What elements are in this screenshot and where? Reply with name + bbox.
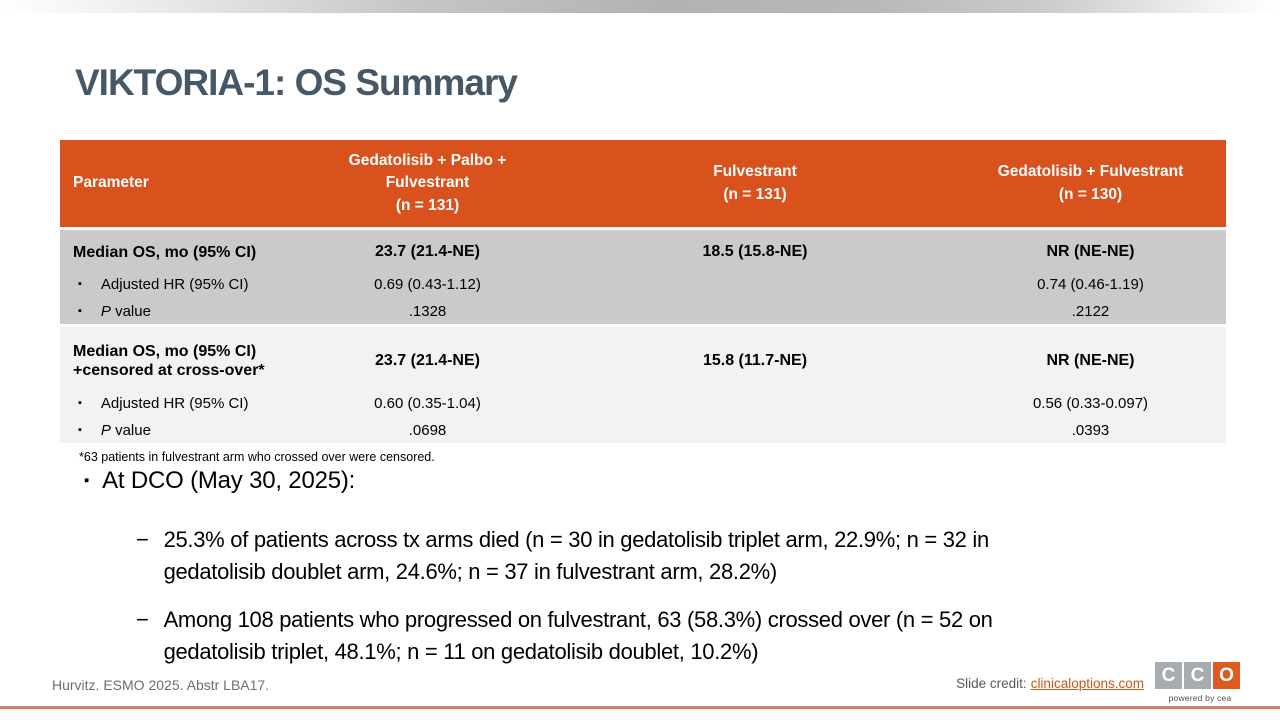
p-italic: P: [100, 421, 111, 439]
row-label-text: Adjusted HR (95% CI): [100, 394, 249, 412]
row-label-text: Median OS, mo (95% CI): [73, 243, 257, 261]
table-footnote: *63 patients in fulvestrant arm who cros…: [79, 450, 435, 464]
hr-value-doublet: 0.74 (0.46-1.19): [1037, 275, 1144, 293]
bullet-line: Among 108 patients who progressed on ful…: [163, 607, 993, 632]
column-title: Parameter: [73, 174, 149, 192]
p-rest: value: [110, 302, 151, 320]
square-bullet-icon: ▪: [78, 396, 82, 409]
row-label: ▪ P value: [60, 422, 300, 439]
median-value-triplet: 23.7 (21.4-NE): [375, 243, 480, 260]
table-header-doublet-arm: Gedatolisib + Fulvestrant (n = 130): [955, 161, 1226, 206]
column-n: (n = 131): [723, 185, 787, 203]
bullet-line: gedatolisib triplet, 48.1%; n = 11 on ge…: [163, 639, 759, 664]
row-label: ▪ P value: [60, 303, 300, 320]
bullet-deaths: − 25.3% of patients across tx arms died …: [136, 524, 1280, 588]
median-value-fulvestrant: 18.5 (15.8-NE): [702, 243, 808, 260]
row-label: Median OS, mo (95% CI) +censored at cros…: [60, 342, 300, 380]
cco-logo-letter-c1: C: [1155, 662, 1182, 689]
dash-bullet-icon: −: [136, 607, 149, 632]
hr-value-triplet: 0.60 (0.35-1.04): [374, 394, 481, 412]
hr-value-triplet: 0.69 (0.43-1.12): [374, 275, 481, 293]
square-bullet-icon: ▪: [78, 304, 82, 317]
table-header-triplet-arm: Gedatolisib + Palbo + Fulvestrant (n = 1…: [300, 150, 555, 217]
bullet-crossover-text: Among 108 patients who progressed on ful…: [164, 604, 1280, 668]
square-bullet-icon: ▪: [78, 423, 82, 436]
os-summary-table: Parameter Gedatolisib + Palbo + Fulvestr…: [60, 140, 1226, 443]
row-label: Median OS, mo (95% CI): [60, 243, 300, 262]
p-value-triplet: .0698: [408, 421, 447, 439]
table-row-median-os: Median OS, mo (95% CI) 23.7 (21.4-NE) 18…: [60, 234, 1226, 270]
table-row-p-value: ▪ P value .1328 .2122: [60, 298, 1226, 324]
bullet-dco-text: At DCO (May 30, 2025):: [102, 467, 356, 494]
cco-logo-squares: C C O: [1155, 662, 1245, 689]
p-value-doublet: .0393: [1071, 421, 1110, 439]
p-rest: value: [110, 421, 151, 439]
slide-credit: Slide credit: clinicaloptions.com: [956, 676, 1144, 691]
p-value-triplet: .1328: [408, 302, 447, 320]
column-title: Gedatolisib + Palbo + Fulvestrant: [348, 151, 507, 192]
citation: Hurvitz. ESMO 2025. Abstr LBA17.: [52, 677, 270, 693]
median-value-doublet: NR (NE-NE): [1046, 352, 1135, 369]
table-group-median-os: Median OS, mo (95% CI) 23.7 (21.4-NE) 18…: [60, 230, 1226, 324]
p-italic: P: [100, 302, 111, 320]
table-row-p-value: ▪ P value .0698 .0393: [60, 417, 1226, 443]
row-label-text: P value: [101, 422, 151, 439]
cco-logo-tagline: powered by cea: [1168, 693, 1232, 703]
table-row-adjusted-hr: ▪ Adjusted HR (95% CI) 0.69 (0.43-1.12) …: [60, 270, 1226, 298]
column-n: (n = 131): [395, 196, 460, 214]
dash-bullet-icon: −: [136, 527, 149, 552]
median-value-doublet: NR (NE-NE): [1046, 243, 1135, 260]
column-n: (n = 130): [1058, 185, 1123, 203]
square-bullet-icon: ▪: [78, 277, 82, 290]
table-header-fulvestrant-arm: Fulvestrant (n = 131): [555, 161, 955, 206]
bullet-line: 25.3% of patients across tx arms died (n…: [163, 527, 990, 552]
square-bullet-icon: ▪: [84, 472, 90, 489]
cco-logo-letter-o: O: [1213, 662, 1240, 689]
table-header-parameter: Parameter: [60, 172, 300, 194]
cco-logo-letter-c2: C: [1184, 662, 1211, 689]
cco-logo: C C O powered by cea: [1155, 662, 1245, 703]
table-row-median-os-censored: Median OS, mo (95% CI) +censored at cros…: [60, 333, 1226, 389]
row-label: ▪ Adjusted HR (95% CI): [60, 276, 300, 293]
p-value-doublet: .2122: [1071, 302, 1110, 320]
column-title: Fulvestrant: [713, 163, 797, 181]
row-label-text: Adjusted HR (95% CI): [100, 275, 249, 293]
table-row-adjusted-hr: ▪ Adjusted HR (95% CI) 0.60 (0.35-1.04) …: [60, 389, 1226, 417]
row-label-line1: Median OS, mo (95% CI): [73, 343, 257, 360]
median-value-fulvestrant: 15.8 (11.7-NE): [702, 352, 808, 369]
row-label: ▪ Adjusted HR (95% CI): [60, 395, 300, 412]
clinicaloptions-link[interactable]: clinicaloptions.com: [1030, 676, 1144, 691]
page-title: VIKTORIA-1: OS Summary: [75, 62, 518, 103]
median-value-triplet: 23.7 (21.4-NE): [375, 352, 480, 369]
bullet-deaths-text: 25.3% of patients across tx arms died (n…: [164, 524, 1280, 588]
bullet-crossover: − Among 108 patients who progressed on f…: [136, 604, 1280, 668]
table-group-median-os-censored: Median OS, mo (95% CI) +censored at cros…: [60, 327, 1226, 443]
top-gradient-bar: [0, 0, 1280, 13]
hr-value-doublet: 0.56 (0.33-0.097): [1032, 394, 1149, 412]
row-label-line2: +censored at cross-over*: [73, 362, 265, 379]
column-title: Gedatolisib + Fulvestrant: [997, 163, 1184, 181]
row-label-text: P value: [101, 303, 151, 320]
table-header-row: Parameter Gedatolisib + Palbo + Fulvestr…: [60, 140, 1226, 227]
bullet-line: gedatolisib doublet arm, 24.6%; n = 37 i…: [163, 559, 778, 584]
bottom-accent-line: [0, 706, 1280, 709]
slide-credit-label: Slide credit:: [956, 676, 1027, 691]
bullet-dco: ▪ At DCO (May 30, 2025):: [84, 467, 355, 495]
